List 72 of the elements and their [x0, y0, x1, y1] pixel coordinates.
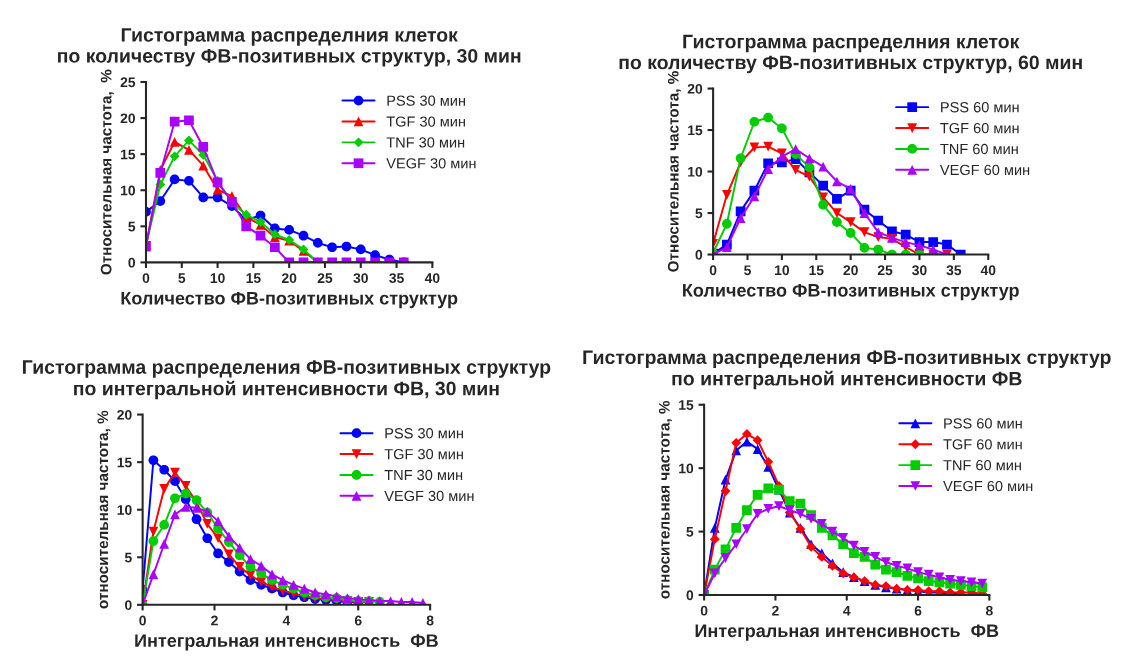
- x-tick-label: 4: [843, 605, 851, 616]
- x-tick-label: 6: [914, 605, 922, 616]
- legend-label: TNF 30 мин: [384, 469, 463, 481]
- x-tick-label: 15: [809, 265, 824, 276]
- legend-label: PSS 60 мин: [944, 418, 1022, 429]
- y-tick-label: 0: [695, 249, 703, 260]
- legend-label: PSS 60 мин: [941, 102, 1019, 113]
- legend-label: TNF 60 мин: [940, 143, 1018, 155]
- x-tick-label: 25: [877, 265, 893, 276]
- x-tick-label: 40: [424, 273, 440, 284]
- y-tick-label: 10: [679, 463, 694, 474]
- x-tick-label: 20: [281, 273, 297, 284]
- y-tick-label: 5: [124, 552, 132, 563]
- legend-label: TNF 30 мин: [386, 137, 465, 148]
- y-tick-label: 15: [117, 457, 132, 468]
- y-axis-title: относительная частота, %: [97, 410, 111, 609]
- y-tick-label: 25: [120, 77, 136, 88]
- x-tick-label: 35: [946, 265, 962, 276]
- legend-label: TGF 60 мин: [943, 439, 1022, 450]
- x-tick-label: 30: [912, 265, 927, 276]
- x-tick-label: 0: [709, 265, 717, 276]
- x-tick-label: 15: [246, 273, 261, 284]
- x-tick-label: 10: [775, 265, 790, 276]
- x-tick-label: 5: [178, 273, 186, 284]
- y-tick-label: 20: [687, 83, 703, 94]
- legend-label: VEGF 60 мин: [943, 480, 1033, 492]
- x-tick-label: 8: [985, 605, 993, 616]
- legend-label: VEGF 30 мин: [384, 490, 474, 502]
- x-tick-label: 5: [744, 265, 751, 276]
- y-tick-label: 5: [128, 221, 136, 232]
- x-axis-title: Интегральная интенсивность ФВ: [695, 624, 999, 641]
- x-tick-label: 2: [211, 615, 218, 626]
- legend-label: TNF 60 мин: [943, 460, 1021, 471]
- legend-label: TGF 30 мин: [384, 448, 463, 460]
- legend-label: TGF 30 мин: [386, 116, 465, 127]
- y-tick-label: 0: [686, 590, 694, 601]
- legend-label: TGF 60 мин: [940, 122, 1019, 134]
- y-tick-label: 10: [688, 166, 703, 177]
- x-axis-title: Количество ФВ-позитивных структур: [683, 284, 1019, 301]
- chart-title: Гистограмма распределения ФВ-позитивных структур по интегральной интенсивности ФВ, 30 мин: [22, 360, 551, 400]
- x-axis-title: Количество ФВ-позитивных структур: [121, 291, 458, 309]
- chart-title: Гистограмма распределния клеток по количеству ФВ-позитивных структур, 30 мин: [58, 28, 521, 67]
- x-tick-label: 30: [353, 273, 368, 284]
- x-axis-title: Интегральная интенсивность ФВ: [135, 634, 438, 651]
- y-tick-label: 0: [128, 257, 135, 268]
- y-tick-label: 10: [117, 505, 132, 515]
- y-tick-label: 5: [695, 208, 703, 219]
- y-tick-label: 15: [679, 400, 694, 410]
- x-tick-label: 4: [282, 615, 291, 626]
- x-tick-label: 25: [317, 273, 333, 284]
- y-tick-label: 20: [120, 113, 136, 124]
- x-tick-label: 40: [980, 265, 996, 276]
- y-axis-title: Относительная частота, %: [100, 69, 114, 275]
- legend-label: PSS 30 мин: [387, 95, 465, 106]
- y-tick-label: 15: [121, 149, 136, 160]
- x-tick-label: 0: [139, 615, 146, 626]
- x-tick-label: 20: [843, 265, 858, 276]
- x-tick-label: 8: [426, 615, 434, 626]
- y-axis-title: относительная частота, %: [658, 400, 672, 599]
- legend-label: VEGF 60 мин: [939, 164, 1030, 176]
- y-tick-label: 15: [688, 125, 703, 136]
- x-tick-label: 6: [354, 615, 362, 626]
- x-tick-label: 35: [389, 273, 404, 284]
- y-tick-label: 5: [686, 527, 694, 537]
- legend-label: PSS 30 мин: [385, 428, 463, 439]
- x-tick-label: 0: [142, 273, 150, 284]
- x-tick-label: 10: [210, 273, 225, 284]
- legend-label: VEGF 30 мин: [386, 158, 476, 169]
- chart-title: Гистограмма распределения ФВ-позитивных структур по интегральной интенсивности ФВ: [583, 350, 1111, 390]
- y-tick-label: 10: [121, 185, 136, 196]
- y-tick-label: 20: [117, 409, 132, 420]
- x-tick-label: 2: [772, 605, 779, 616]
